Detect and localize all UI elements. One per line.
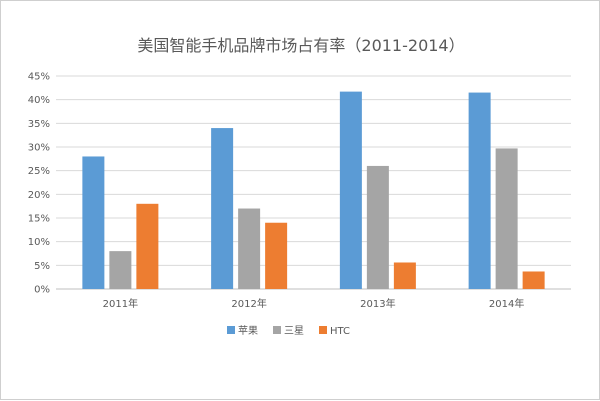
gridlines: [56, 75, 571, 290]
y-axis-ticks: 0% 5% 10% 15% 20% 25% 30% 35% 40% 45%: [28, 72, 50, 296]
y-tick-label: 10%: [28, 237, 50, 248]
bar-苹果-2012年: [211, 128, 234, 289]
bar-HTC-2011年: [136, 203, 159, 289]
y-tick-label: 35%: [28, 119, 50, 130]
y-tick-label: 40%: [28, 95, 50, 106]
y-tick-label: 5%: [34, 261, 50, 272]
y-tick-label: 45%: [28, 72, 50, 83]
x-tick-label: 2013年: [360, 297, 395, 310]
x-tick-label: 2014年: [489, 297, 524, 310]
legend-label: HTC: [330, 326, 350, 337]
legend-label: 三星: [284, 325, 304, 337]
bar-HTC-2012年: [265, 222, 288, 289]
bar-苹果-2013年: [339, 91, 362, 290]
y-tick-label: 0%: [34, 285, 50, 296]
y-tick-label: 20%: [28, 190, 50, 201]
bar-苹果-2014年: [468, 92, 491, 289]
y-tick-label: 25%: [28, 166, 50, 177]
bars: [82, 91, 545, 290]
legend-swatch-三星: [273, 326, 281, 334]
bar-HTC-2013年: [393, 262, 416, 289]
y-tick-label: 15%: [28, 214, 50, 225]
bar-三星-2013年: [366, 165, 389, 289]
bar-HTC-2014年: [522, 271, 545, 289]
y-tick-label: 30%: [28, 143, 50, 154]
chart-title: 美国智能手机品牌市场占有率（2011-2014）: [137, 36, 464, 55]
legend-swatch-苹果: [227, 326, 235, 334]
bar-三星-2011年: [109, 251, 132, 289]
bar-三星-2014年: [495, 148, 518, 289]
bar-三星-2012年: [238, 208, 261, 289]
x-tick-label: 2011年: [103, 297, 138, 310]
bar-苹果-2011年: [82, 156, 105, 289]
x-tick-label: 2012年: [231, 297, 266, 310]
x-axis-ticks: 2011年 2012年 2013年 2014年: [103, 297, 525, 310]
legend: 苹果 三星 HTC: [227, 324, 350, 337]
legend-label: 苹果: [238, 324, 258, 337]
legend-swatch-HTC: [319, 326, 327, 334]
